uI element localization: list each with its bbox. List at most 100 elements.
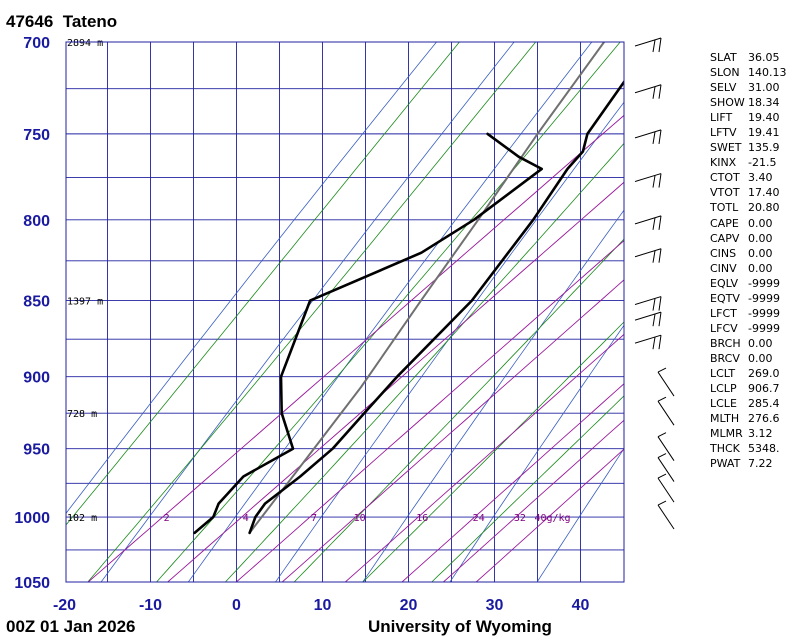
- index-value: 31.00: [748, 81, 780, 95]
- index-name: CINS: [710, 246, 737, 260]
- station-name: Tateno: [62, 12, 118, 31]
- moist-adiabat-line: [87, 42, 537, 582]
- index-value: -9999: [748, 291, 780, 305]
- index-name: LCLE: [710, 397, 737, 411]
- index-name: TOTL: [710, 201, 739, 215]
- index-row: SELV 31.00: [710, 80, 787, 95]
- wind-barb: [634, 173, 662, 188]
- index-value: -9999: [748, 321, 780, 335]
- data-source: University of Wyoming: [368, 617, 552, 636]
- mixing-ratio-line: [443, 419, 624, 582]
- wind-barb-feather: [652, 314, 656, 327]
- mixing-ratio-label: 2: [164, 513, 170, 524]
- wind-barb-feather: [657, 367, 667, 373]
- sounding-profiles: [193, 42, 624, 535]
- index-row: PWAT 7.22: [710, 456, 787, 471]
- moist-adiabat-line: [431, 395, 624, 582]
- wind-barb-staff: [634, 37, 662, 47]
- wind-barb-feather: [658, 129, 662, 144]
- mixing-ratio-line: [87, 114, 624, 582]
- wind-barbs: [634, 37, 675, 530]
- index-value: 17.40: [748, 186, 780, 200]
- wind-barb-feather: [657, 432, 667, 438]
- index-value: 0.00: [748, 246, 773, 260]
- moist-adiabat-line: [225, 142, 624, 582]
- index-row: CAPV 0.00: [710, 231, 787, 246]
- index-name: VTOT: [710, 186, 740, 200]
- height-label: 728 m: [67, 409, 97, 420]
- wind-barb-staff: [634, 334, 662, 344]
- wind-barb: [657, 473, 675, 503]
- dry-adiabat-line: [536, 447, 624, 582]
- pressure-tick-label: 900: [23, 370, 50, 387]
- index-value: 3.12: [748, 427, 773, 441]
- wind-barb-staff: [634, 173, 662, 183]
- index-row: LFCT -9999: [710, 306, 787, 321]
- wind-barb-feather: [652, 337, 656, 350]
- wind-barb: [634, 311, 662, 327]
- index-name: BRCV: [710, 351, 740, 365]
- index-name: CTOT: [710, 171, 740, 185]
- index-value: 140.13: [748, 66, 787, 80]
- index-name: MLTH: [710, 412, 740, 426]
- index-row: VTOT 17.40: [710, 185, 787, 200]
- wind-barb: [634, 334, 662, 350]
- wind-barb-feather: [658, 84, 662, 99]
- pressure-tick-label: 950: [23, 442, 50, 459]
- index-row: KINX -21.5: [710, 155, 787, 170]
- mixing-ratio-label: 16: [416, 513, 428, 524]
- wind-barb-feather: [652, 250, 656, 263]
- mixing-ratio-label: 24: [473, 513, 485, 524]
- index-name: SELV: [710, 81, 737, 95]
- index-row: LIFT 19.40: [710, 110, 787, 125]
- mixing-ratio-label: 4: [243, 513, 249, 524]
- wind-barb-feather: [652, 217, 656, 230]
- index-name: BRCH: [710, 336, 741, 350]
- index-name: LCLT: [710, 366, 736, 380]
- index-name: MLMR: [710, 427, 743, 441]
- index-name: CAPV: [710, 231, 740, 245]
- wind-barb: [657, 432, 675, 461]
- mixing-ratio-line: [401, 383, 624, 582]
- mixing-ratio-label: 40g/kg: [534, 513, 570, 524]
- mixing-ratio-line: [475, 448, 624, 582]
- index-row: EQTV -9999: [710, 291, 787, 306]
- pressure-tick-label: 850: [23, 294, 50, 311]
- wind-barb: [657, 453, 675, 482]
- wind-barb-staff: [634, 215, 662, 225]
- index-value: -21.5: [748, 156, 777, 170]
- mixing-ratio-label: 32: [514, 513, 526, 524]
- index-row: MLTH 276.6: [710, 411, 787, 426]
- index-value: 3.40: [748, 171, 773, 185]
- mixing-ratio-label: 7: [311, 513, 317, 524]
- index-name: LFCT: [710, 306, 737, 320]
- index-row: TOTL 20.80: [710, 200, 787, 215]
- index-name: PWAT: [710, 457, 741, 471]
- index-value: 276.6: [748, 412, 780, 426]
- index-value: 5348.: [748, 442, 780, 456]
- index-value: 0.00: [748, 351, 773, 365]
- dry-adiabat-line: [275, 101, 624, 582]
- wind-barb: [634, 248, 662, 263]
- index-row: CINS 0.00: [710, 246, 787, 261]
- index-row: CTOT 3.40: [710, 170, 787, 185]
- dry-adiabat-line: [100, 42, 515, 582]
- wind-barb-feather: [658, 37, 662, 53]
- wind-barb: [634, 215, 662, 230]
- wind-barb: [634, 129, 662, 144]
- index-name: KINX: [710, 156, 737, 170]
- plot-frame: [65, 41, 625, 583]
- index-row: LFTV 19.41: [710, 125, 787, 140]
- index-name: SLAT: [710, 51, 737, 64]
- wind-barb: [657, 500, 675, 530]
- pressure-tick-label: 800: [23, 213, 50, 230]
- index-value: 0.00: [748, 231, 773, 245]
- wind-barb-staff: [634, 311, 662, 321]
- temperature-profile-line: [248, 79, 624, 535]
- index-value: 0.00: [748, 216, 773, 230]
- wind-barb-feather: [658, 296, 662, 311]
- index-row: LFCV -9999: [710, 321, 787, 336]
- index-value: 0.00: [748, 336, 773, 350]
- index-row: EQLV -9999: [710, 276, 787, 291]
